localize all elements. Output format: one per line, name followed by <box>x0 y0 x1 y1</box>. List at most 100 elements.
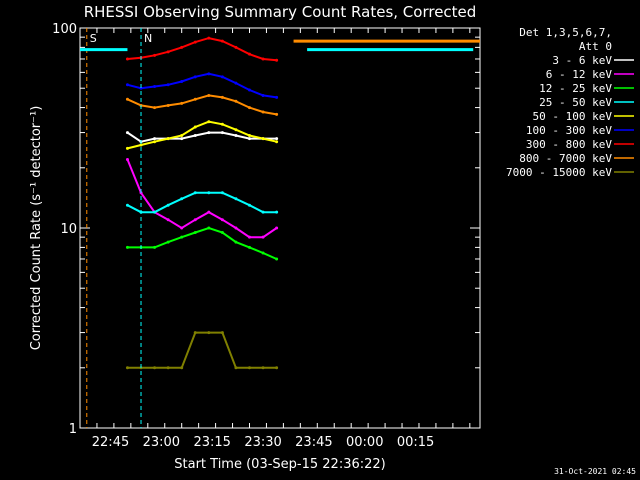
series-point-2 <box>220 230 224 234</box>
series-point-4 <box>220 122 224 126</box>
x-tick-label: 00:00 <box>346 435 383 450</box>
x-tick-label: 00:15 <box>397 435 434 450</box>
series-point-3 <box>220 191 224 195</box>
series-point-4 <box>261 137 265 141</box>
series-point-3 <box>153 210 157 214</box>
series-point-4 <box>193 125 197 129</box>
series-point-8 <box>247 366 251 370</box>
legend-label: 100 - 300 keV <box>526 124 612 137</box>
series-point-4 <box>153 140 157 144</box>
series-point-2 <box>261 251 265 255</box>
y-tick-label: 100 <box>52 22 77 37</box>
legend-label: 6 - 12 keV <box>546 68 613 81</box>
series-line-0 <box>126 131 277 143</box>
series-point-7 <box>261 110 265 114</box>
series-point-6 <box>193 40 197 44</box>
series-point-4 <box>247 134 251 138</box>
series-point-4 <box>207 120 211 124</box>
series-point-0 <box>220 131 224 135</box>
series-point-5 <box>166 83 170 87</box>
series-point-3 <box>275 210 279 214</box>
timestamp: 31-Oct-2021 02:45 <box>554 467 636 476</box>
series-point-5 <box>193 75 197 79</box>
series-line-7 <box>127 94 277 116</box>
series-point-2 <box>153 245 157 249</box>
series-point-5 <box>207 72 211 76</box>
x-tick-label: 23:30 <box>244 435 281 450</box>
series-point-2 <box>234 240 238 244</box>
series-line-6 <box>127 37 277 62</box>
series-point-4 <box>166 137 170 141</box>
legend-label: 300 - 800 keV <box>526 138 612 151</box>
legend-label: 7000 - 15000 keV <box>506 166 612 179</box>
series-point-4 <box>139 143 143 147</box>
series-point-0 <box>153 137 157 141</box>
y-axis-label: Corrected Count Rate (s⁻¹ detector⁻¹) <box>29 106 44 351</box>
series-point-0 <box>234 134 238 138</box>
series-point-8 <box>125 366 129 370</box>
series-point-8 <box>180 366 184 370</box>
series-point-3 <box>261 210 265 214</box>
x-axis-ticks: 22:45 23:00 23:15 23:30 23:45 00:00 00:15 <box>79 28 471 450</box>
series-point-6 <box>261 57 265 61</box>
y-tick-label: 10 <box>60 222 77 237</box>
series-point-2 <box>125 245 129 249</box>
series-point-3 <box>207 191 211 195</box>
series-point-5 <box>139 86 143 90</box>
series-point-2 <box>193 230 197 234</box>
series-point-8 <box>207 331 211 335</box>
series-point-3 <box>247 203 251 207</box>
series-point-5 <box>220 75 224 79</box>
series-point-6 <box>220 39 224 43</box>
series-point-7 <box>153 106 157 110</box>
series-point-4 <box>275 140 279 144</box>
series-point-1 <box>180 226 184 230</box>
series-point-1 <box>234 226 238 230</box>
series-point-1 <box>125 158 129 162</box>
series-point-5 <box>153 84 157 88</box>
series-point-4 <box>125 146 129 150</box>
series-point-8 <box>275 366 279 370</box>
series-point-1 <box>166 218 170 222</box>
series-point-3 <box>125 203 129 207</box>
series-point-2 <box>247 245 251 249</box>
series-point-7 <box>275 112 279 116</box>
series-point-5 <box>275 95 279 99</box>
chart-title: RHESSI Observing Summary Count Rates, Co… <box>84 3 477 21</box>
legend-header: Att 0 <box>579 40 612 53</box>
series-point-1 <box>275 226 279 230</box>
series-line-8 <box>127 331 277 369</box>
series-point-7 <box>247 106 251 110</box>
series-point-2 <box>180 235 184 239</box>
series-point-6 <box>247 52 251 56</box>
series-layer <box>125 36 279 370</box>
series-point-7 <box>207 93 211 97</box>
y-tick-label: 1 <box>69 422 77 437</box>
series-point-7 <box>180 101 184 105</box>
series-point-8 <box>234 366 238 370</box>
series-point-3 <box>234 197 238 201</box>
legend-label: 12 - 25 keV <box>539 82 612 95</box>
series-point-6 <box>125 57 129 61</box>
series-point-5 <box>247 88 251 92</box>
series-point-5 <box>234 81 238 85</box>
series-point-5 <box>125 83 129 87</box>
series-point-6 <box>180 45 184 49</box>
series-point-2 <box>207 226 211 230</box>
series-point-2 <box>275 257 279 261</box>
series-point-3 <box>166 203 170 207</box>
x-tick-label: 23:00 <box>143 435 180 450</box>
series-line-3 <box>127 191 277 214</box>
series-point-4 <box>180 134 184 138</box>
marker-label: N <box>144 32 152 45</box>
series-point-8 <box>261 366 265 370</box>
x-tick-label: 23:15 <box>193 435 230 450</box>
series-point-6 <box>207 36 211 40</box>
series-line-5 <box>127 72 277 99</box>
series-point-7 <box>220 95 224 99</box>
x-axis-label: Start Time (03-Sep-15 22:36:22) <box>174 457 385 472</box>
series-point-1 <box>261 235 265 239</box>
